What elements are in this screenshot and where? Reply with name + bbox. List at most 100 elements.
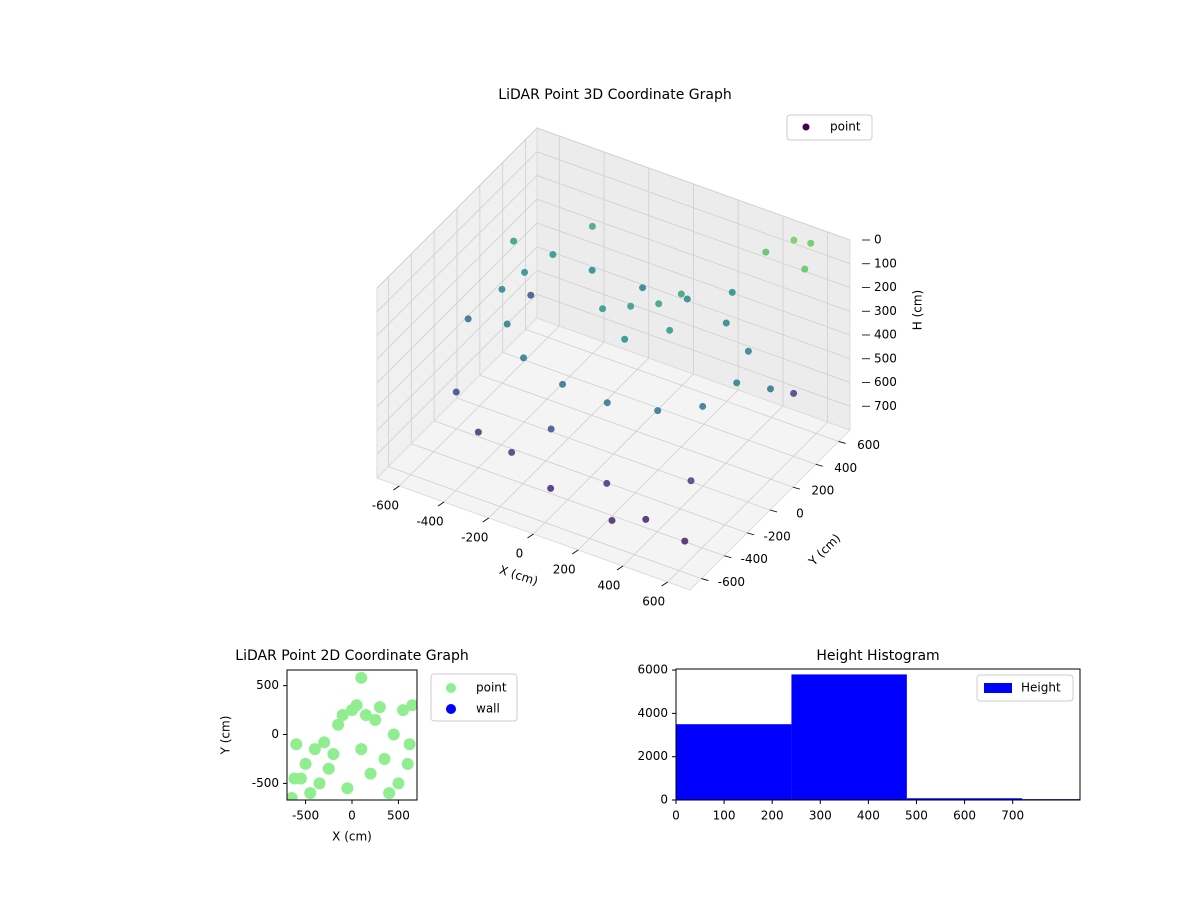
point: [318, 736, 331, 749]
tick-mark: [393, 485, 400, 491]
legend-marker: [446, 683, 456, 693]
bar: [791, 674, 907, 800]
x-tick-label: 0: [348, 809, 356, 823]
point: [401, 757, 414, 770]
point: [603, 399, 611, 407]
point: [392, 777, 405, 790]
tick-mark: [661, 581, 668, 587]
x-tick-label: -600: [372, 499, 399, 513]
tick-mark: [724, 555, 732, 559]
x-tick-label: 600: [953, 809, 976, 823]
z-tick-label: 200: [874, 280, 897, 294]
point: [699, 402, 707, 410]
plot-histogram: 0 100 200 300 400 500 600 700 0 2000 4000 6000 Heigh…: [637, 648, 1081, 823]
grid-line: [388, 466, 702, 579]
point: [790, 236, 798, 244]
grid-line: [376, 270, 538, 431]
x-tick-label: 700: [1001, 809, 1024, 823]
x-tick-label: 600: [642, 595, 665, 609]
grid-line: [536, 270, 851, 383]
point: [503, 320, 511, 328]
z-tick-label: 700: [874, 399, 897, 413]
point: [464, 315, 472, 323]
x-tick-label: -200: [461, 531, 488, 545]
point: [521, 268, 529, 276]
tick-mark: [437, 501, 445, 507]
point: [355, 671, 368, 684]
x-tick-label: -400: [416, 515, 443, 529]
x-axis-label: X (cm): [332, 830, 372, 844]
z-tick-label: 0: [874, 233, 882, 247]
point: [452, 388, 460, 396]
points: [287, 671, 417, 800]
point: [498, 285, 506, 293]
point: [654, 407, 662, 415]
point: [655, 300, 663, 308]
point: [313, 777, 326, 790]
grid-line: [525, 329, 839, 442]
point: [373, 701, 386, 714]
point: [378, 752, 391, 765]
point: [397, 704, 410, 717]
y-tick-label: 0: [796, 507, 804, 521]
z-tick-label: 500: [874, 351, 897, 365]
point: [683, 295, 691, 303]
point: [290, 738, 303, 751]
point: [642, 515, 650, 523]
y-tick-label: 400: [834, 461, 857, 475]
point: [666, 326, 674, 334]
point: [510, 237, 518, 245]
grid-line: [456, 397, 771, 511]
point: [621, 335, 629, 343]
y-tick-label: -200: [764, 529, 791, 543]
x-tick-label: 100: [713, 809, 736, 823]
z-tick-label: 300: [874, 304, 897, 318]
point: [588, 222, 596, 230]
x-tick-label: 500: [905, 809, 928, 823]
grid-line: [536, 293, 851, 407]
chart-title: LiDAR Point 2D Coordinate Graph: [235, 648, 468, 664]
point: [762, 248, 770, 256]
point: [639, 284, 647, 292]
point: [603, 479, 611, 487]
bar: [906, 798, 1023, 800]
point: [801, 265, 809, 273]
chart-title: LiDAR Point 3D Coordinate Graph: [498, 87, 731, 103]
grid-line: [536, 198, 851, 312]
y-tick-label: 2000: [637, 749, 668, 763]
grid-line: [376, 222, 538, 384]
point: [299, 757, 312, 770]
x-tick-label: 500: [387, 809, 410, 823]
point: [728, 288, 736, 296]
point: [549, 251, 557, 258]
point: [387, 728, 400, 741]
tick-mark: [571, 549, 579, 555]
y-axis-label: Y (cm): [219, 716, 233, 756]
point: [406, 699, 417, 712]
z-tick-label: 600: [874, 375, 897, 389]
point: [599, 305, 607, 313]
y-tick-label: 6000: [637, 663, 668, 677]
x-tick-label: 0: [516, 547, 524, 561]
tick-mark: [527, 533, 534, 539]
point: [807, 239, 815, 247]
tick-mark: [616, 565, 624, 571]
grid-line: [536, 246, 851, 360]
point: [527, 291, 535, 299]
y-tick-label: -400: [741, 552, 768, 566]
legend-marker: [802, 123, 810, 131]
point: [304, 787, 317, 800]
point: [322, 762, 335, 775]
point: [790, 389, 798, 397]
y-tick-label: -500: [252, 776, 279, 790]
point: [744, 347, 752, 355]
point: [733, 379, 741, 387]
point: [677, 290, 685, 298]
point: [287, 792, 298, 800]
point: [350, 699, 363, 712]
point: [327, 748, 340, 761]
x-tick-label: 0: [672, 809, 680, 823]
point: [627, 302, 635, 310]
point: [308, 743, 321, 756]
